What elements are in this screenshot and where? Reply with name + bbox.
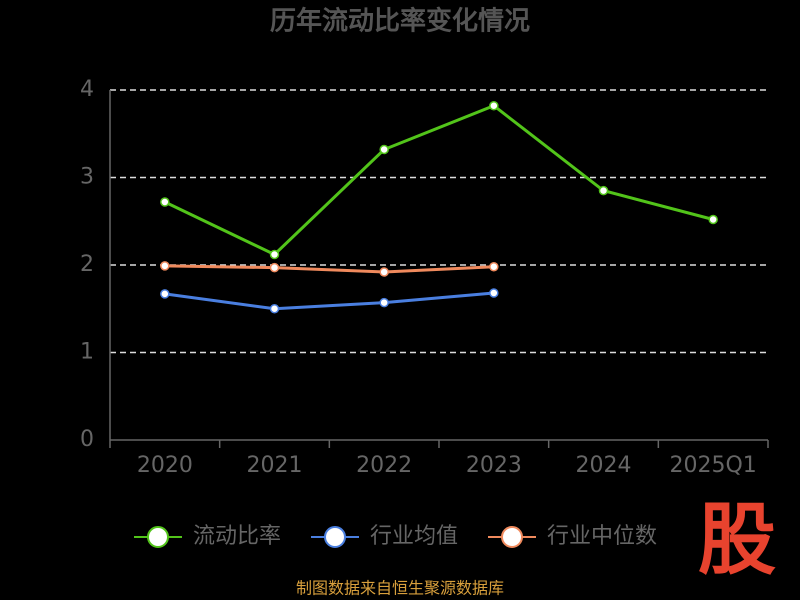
y-tick-label: 4 bbox=[80, 77, 94, 102]
chart-title: 历年流动比率变化情况 bbox=[270, 6, 530, 37]
legend-label: 行业均值 bbox=[370, 524, 458, 549]
point bbox=[489, 101, 499, 111]
x-tick-label: 2020 bbox=[137, 453, 193, 478]
y-tick-label: 2 bbox=[80, 252, 94, 277]
x-tick-label: 2022 bbox=[356, 453, 412, 478]
legend-label: 流动比率 bbox=[193, 524, 281, 549]
point bbox=[379, 267, 389, 277]
x-tick-label: 2021 bbox=[247, 453, 303, 478]
legend-marker bbox=[324, 526, 346, 548]
x-tick-label: 2024 bbox=[576, 453, 632, 478]
series-line bbox=[164, 104, 714, 257]
legend-label: 行业中位数 bbox=[547, 524, 657, 549]
x-tick-label: 2023 bbox=[466, 453, 522, 478]
y-tick-label: 0 bbox=[80, 427, 94, 452]
point bbox=[269, 262, 280, 273]
legend-marker bbox=[147, 526, 169, 548]
point bbox=[269, 249, 280, 260]
point bbox=[160, 289, 170, 299]
source: 制图数据来自恒生聚源数据库 bbox=[296, 579, 504, 598]
point bbox=[489, 262, 499, 272]
point bbox=[379, 144, 389, 155]
x-tick-label: 2025Q1 bbox=[670, 453, 757, 478]
legend-marker bbox=[501, 526, 523, 548]
point bbox=[160, 197, 170, 207]
point bbox=[160, 261, 170, 271]
point bbox=[269, 304, 280, 314]
series-line bbox=[164, 264, 494, 274]
y-tick-label: 3 bbox=[80, 165, 94, 190]
logo: 股 bbox=[698, 495, 776, 585]
y-tick-label: 1 bbox=[80, 340, 94, 365]
point bbox=[708, 214, 718, 225]
point bbox=[379, 297, 389, 308]
point bbox=[598, 185, 609, 196]
series-line bbox=[164, 291, 494, 311]
point bbox=[489, 288, 499, 298]
